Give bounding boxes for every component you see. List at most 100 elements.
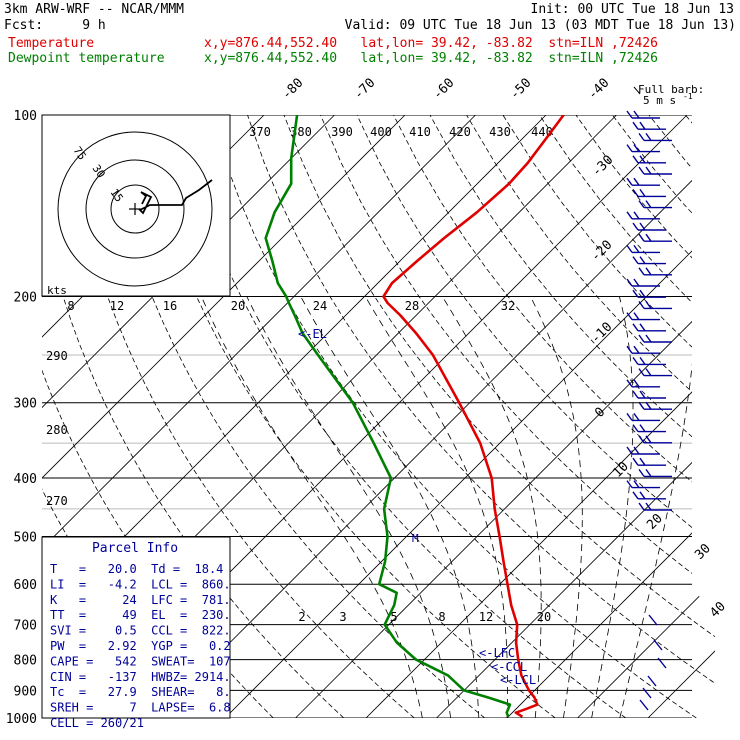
wind-barb-flag: [639, 121, 646, 130]
wind-barb-low: [642, 687, 652, 699]
isotherm-label: -50: [507, 76, 534, 103]
el-marker: <-EL: [298, 327, 327, 341]
hodograph-trace: [138, 179, 213, 215]
moist-adiabat: [246, 296, 451, 718]
isotherm-line: [365, 115, 715, 718]
wind-barb-flag: [633, 110, 640, 119]
wind-barb-flag: [633, 412, 640, 421]
model-title: 3km ARW-WRF -- NCAR/MMM: [4, 2, 185, 17]
isotherm-line: [42, 115, 335, 718]
isotherm-label: 20: [644, 511, 666, 533]
pressure-label-900: 900: [14, 684, 37, 699]
parcel-info-row: CELL = 260/21: [50, 716, 144, 730]
hodograph-ring-label: 30: [90, 162, 108, 180]
wind-barb-flag: [632, 356, 639, 365]
isotherm-label: -40: [585, 76, 612, 103]
dry-adiabat: [247, 115, 715, 718]
isotherm-label: -10: [588, 320, 615, 347]
dry-adiabat-label: 280: [46, 423, 68, 437]
wind-barb-flag: [632, 222, 639, 231]
barb-legend-line2: 5 m s: [643, 94, 676, 107]
wind-barb-flag: [645, 435, 652, 444]
parcel-info-row: Tc = 27.9 SHEAR= 8.: [50, 685, 231, 699]
parcel-info-box: [41, 536, 231, 719]
wind-barb-flag: [633, 480, 640, 489]
isotherm-label: -70: [351, 76, 378, 103]
isotherm-line: [154, 115, 715, 718]
dry-adiabat: [64, 115, 415, 718]
wind-barb-flag: [645, 401, 652, 410]
wind-barb-flag: [639, 289, 646, 298]
wind-barb-flag: [638, 166, 645, 175]
lcl-marker: <-LCL: [500, 673, 536, 687]
parcel-info-row: PW = 2.92 YGP = 0.2: [50, 639, 231, 653]
isotherm-label: 40: [707, 599, 729, 621]
wind-barb-flag: [645, 368, 652, 377]
pressure-label-400: 400: [14, 472, 37, 487]
dewpoint-profile: [264, 115, 512, 718]
parcel-info-row: LI = -4.2 LCL = 860.: [50, 577, 231, 591]
dry-adiabat: [137, 115, 556, 718]
isotherm-line: [436, 115, 715, 718]
moist-adiabat: [201, 296, 423, 718]
hodograph-ring: [57, 131, 213, 287]
parcel-info-row: CAPE = 542 SWEAT= 107: [50, 654, 231, 668]
isotherm-label: 30: [692, 541, 714, 563]
isotherm-label: -30: [589, 153, 616, 180]
wind-barb-flag: [639, 256, 646, 265]
moist-adiabat: [300, 296, 480, 718]
isotherm-line: [42, 115, 406, 718]
dry-adiabat: [393, 115, 715, 718]
wind-barb-flag: [632, 289, 639, 298]
wind-barb-flag: [626, 446, 633, 455]
mixing-ratio-label: 24: [313, 299, 327, 313]
parcel-info-row: T = 20.0 Td = 18.4: [50, 562, 223, 576]
wind-barb-flag: [638, 468, 645, 477]
wind-barb-flag: [633, 177, 640, 186]
isotherm-line: [224, 115, 715, 718]
barb-legend-glyph: [633, 86, 641, 95]
wind-barb-flag: [645, 233, 652, 242]
theta-label: 390: [331, 125, 353, 139]
theta-label: 430: [489, 125, 511, 139]
wind-barb-flag: [626, 379, 633, 388]
wind-barb-flag: [645, 200, 652, 209]
wind-barb-flag: [645, 502, 652, 511]
hodograph-box: [41, 114, 231, 297]
wind-barb-flag: [639, 491, 646, 500]
wind-barb-flag: [632, 121, 639, 130]
wind-barb-flag: [638, 435, 645, 444]
wind-barb-flag: [626, 211, 633, 220]
wind-barb-flag: [638, 132, 645, 141]
mixing-ratio-label: 16: [163, 299, 177, 313]
wind-barb-flag: [633, 446, 640, 455]
moist-adiabat: [442, 296, 542, 718]
dry-adiabat: [174, 115, 627, 718]
dry-adiabat: [356, 115, 715, 718]
isotherm-line: [42, 115, 476, 718]
wind-barb-flag: [632, 424, 639, 433]
wind-barb-flag: [633, 244, 640, 253]
dewpoint-location: x,y=876.44,552.40 lat,lon= 39.42, -83.82…: [204, 51, 658, 66]
dry-adiabat: [429, 115, 715, 718]
mixing-ratio-label: 8: [67, 299, 74, 313]
theta-label: 420: [449, 125, 471, 139]
wind-barb-flag: [645, 267, 652, 276]
wind-barb-low: [639, 699, 649, 711]
dry-adiabat: [283, 115, 715, 718]
wind-barb-flag: [633, 379, 640, 388]
wind-barb-flag: [639, 424, 646, 433]
wind-barb-flag: [633, 211, 640, 220]
init-time: Init: 00 UTC Tue 18 Jun 13: [530, 2, 735, 17]
moist-adiabat: [619, 296, 698, 718]
wind-barb-flag: [632, 155, 639, 164]
moist-adiabat: [591, 296, 634, 718]
barb-legend-sup: -1: [683, 92, 693, 101]
wind-barb-flag: [632, 457, 639, 466]
wind-barb-flag: [633, 278, 640, 287]
wind-barb-flag: [638, 401, 645, 410]
parcel-info-row: K = 24 LFC = 781.: [50, 593, 231, 607]
parcel-info-row: CIN = -137 HWBZ= 2914.: [50, 670, 231, 684]
dry-adiabat: [101, 115, 486, 718]
